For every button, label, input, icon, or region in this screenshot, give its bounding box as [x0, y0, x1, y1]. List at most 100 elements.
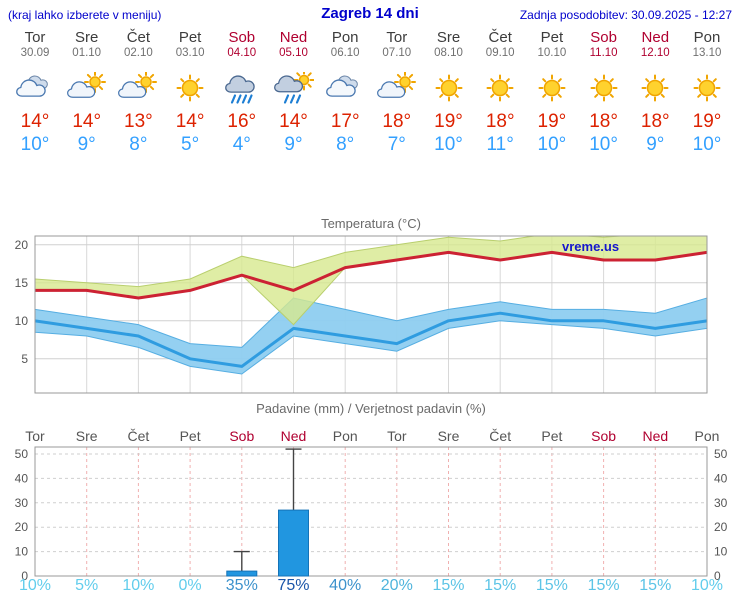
precip-probability: 15% — [536, 577, 568, 594]
temp-low: 11° — [486, 134, 514, 155]
temp-high: 19° — [434, 111, 463, 132]
y-tick-label: 20 — [15, 520, 29, 534]
temp-high: 17° — [330, 111, 360, 132]
day-column: Pet 10.10 19° 10° — [525, 30, 579, 156]
precip-day-label: Ned — [642, 428, 668, 444]
precip-probability: 20% — [381, 577, 413, 594]
temp-low: 5° — [181, 134, 200, 155]
precip-probability: 40% — [329, 577, 361, 594]
temp-low: 7° — [387, 134, 406, 155]
temp-high: 16° — [227, 111, 257, 132]
temp-low: 8° — [129, 134, 148, 155]
temp-high: 18° — [640, 111, 670, 132]
day-column: Sre 08.10 19° 10° — [422, 30, 476, 156]
y-tick-label: 40 — [15, 471, 29, 485]
temperature-chart: Temperatura (°C) 5 10 15 20 vreme.us — [15, 216, 708, 394]
day-name: Ned — [279, 29, 308, 46]
temp-high: 13° — [124, 111, 153, 132]
precip-day-label: Čet — [128, 428, 150, 444]
temp-low: 10° — [589, 134, 618, 155]
weather-icon-sunny — [628, 72, 682, 104]
page-title: Zagreb 14 dni — [321, 5, 419, 22]
day-name: Pet — [178, 29, 202, 46]
precip-day-label: Sob — [591, 428, 616, 444]
precip-probability: 15% — [639, 577, 671, 594]
precip-probability: 15% — [484, 577, 516, 594]
temp-low: 9° — [646, 134, 665, 155]
weather-icon-sun-cloud — [60, 71, 114, 104]
day-date: 05.10 — [279, 47, 308, 59]
y-tick-label: 0 — [21, 569, 28, 583]
menu-hint: (kraj lahko izberete v meniju) — [8, 8, 162, 22]
temp-low: 10° — [434, 134, 463, 155]
precip-probability: 10% — [19, 577, 51, 594]
day-date: 08.10 — [434, 47, 463, 59]
vreme-link[interactable]: vreme.us — [562, 239, 619, 254]
precip-day-label: Sre — [76, 428, 98, 444]
precip-day-label: Pet — [541, 428, 562, 444]
temp-high: 14° — [175, 111, 205, 132]
weather-icon-sunny — [525, 72, 579, 104]
y-tick-label: 10 — [15, 314, 29, 328]
precip-probability: 0% — [179, 577, 202, 594]
temp-high: 18° — [589, 111, 618, 132]
day-column: Sob 04.10 16° 4° — [215, 30, 269, 156]
temp-low: 9° — [284, 134, 303, 155]
weather-icon-sunny — [473, 72, 527, 104]
weather-icon-cloudy — [8, 72, 62, 104]
day-date: 11.10 — [589, 47, 618, 59]
day-column: Sob 11.10 18° 10° — [577, 30, 631, 156]
day-name: Čet — [126, 29, 151, 46]
min-temp-line — [35, 311, 707, 368]
precip-probability: 15% — [588, 577, 620, 594]
day-name: Sob — [228, 29, 256, 46]
day-column: Tor 07.10 18° 7° — [370, 30, 424, 156]
precip-bar — [226, 570, 258, 577]
day-date: 13.10 — [692, 47, 722, 59]
y-tick-label: 20 — [714, 520, 728, 534]
weather-icon-sunny — [422, 72, 476, 104]
precipitation-chart: Padavine (mm) / Verjetnost padavin (%) To… — [15, 401, 728, 594]
chart-title: Padavine (mm) / Verjetnost padavin (%) — [256, 401, 486, 416]
y-tick-label: 5 — [21, 352, 28, 366]
day-name: Tor — [386, 29, 408, 46]
min-temp-band — [35, 297, 707, 375]
day-date: 09.10 — [485, 47, 515, 59]
precip-day-label: Sob — [229, 428, 254, 444]
day-date: 06.10 — [330, 47, 360, 59]
y-tick-label: 30 — [714, 496, 728, 510]
day-name: Ned — [641, 29, 670, 46]
last-update: Zadnja posodobitev: 30.09.2025 - 12:27 — [519, 8, 732, 22]
day-column: Tor 30.09 14° 10° — [8, 30, 62, 156]
weather-icon-cloudy — [318, 72, 372, 104]
day-name: Sre — [75, 29, 99, 46]
y-tick-label: 30 — [15, 496, 29, 510]
temp-high: 19° — [537, 111, 567, 132]
temp-low: 10° — [692, 134, 722, 155]
precip-probability: 10% — [691, 577, 723, 594]
day-date: 02.10 — [124, 47, 153, 59]
day-date: 03.10 — [175, 47, 205, 59]
day-column: Čet 09.10 18° 11° — [473, 30, 527, 156]
day-name: Sre — [436, 29, 461, 46]
day-date: 07.10 — [382, 47, 412, 59]
temp-low: 8° — [336, 134, 355, 155]
day-column: Pon 06.10 17° 8° — [318, 30, 372, 156]
y-tick-label: 10 — [714, 545, 728, 559]
day-name: Pet — [540, 29, 564, 46]
day-column: Ned 12.10 18° 9° — [628, 30, 682, 156]
temp-high: 14° — [72, 111, 102, 132]
temp-high: 19° — [692, 111, 722, 132]
day-name: Čet — [488, 29, 512, 46]
weather-icon-sunny — [163, 72, 217, 104]
precip-day-label: Sre — [438, 428, 460, 444]
day-date: 01.10 — [72, 47, 102, 59]
weather-icon-sun-cloud — [370, 71, 424, 104]
weather-icon-rain — [215, 72, 269, 104]
max-temp-line — [35, 250, 707, 300]
day-column: Pet 03.10 14° 5° — [163, 30, 217, 156]
precip-day-label: Pon — [333, 428, 358, 444]
day-date: 04.10 — [227, 47, 257, 59]
temp-low: 9° — [77, 134, 96, 155]
day-column: Sre 01.10 14° 9° — [60, 30, 114, 156]
